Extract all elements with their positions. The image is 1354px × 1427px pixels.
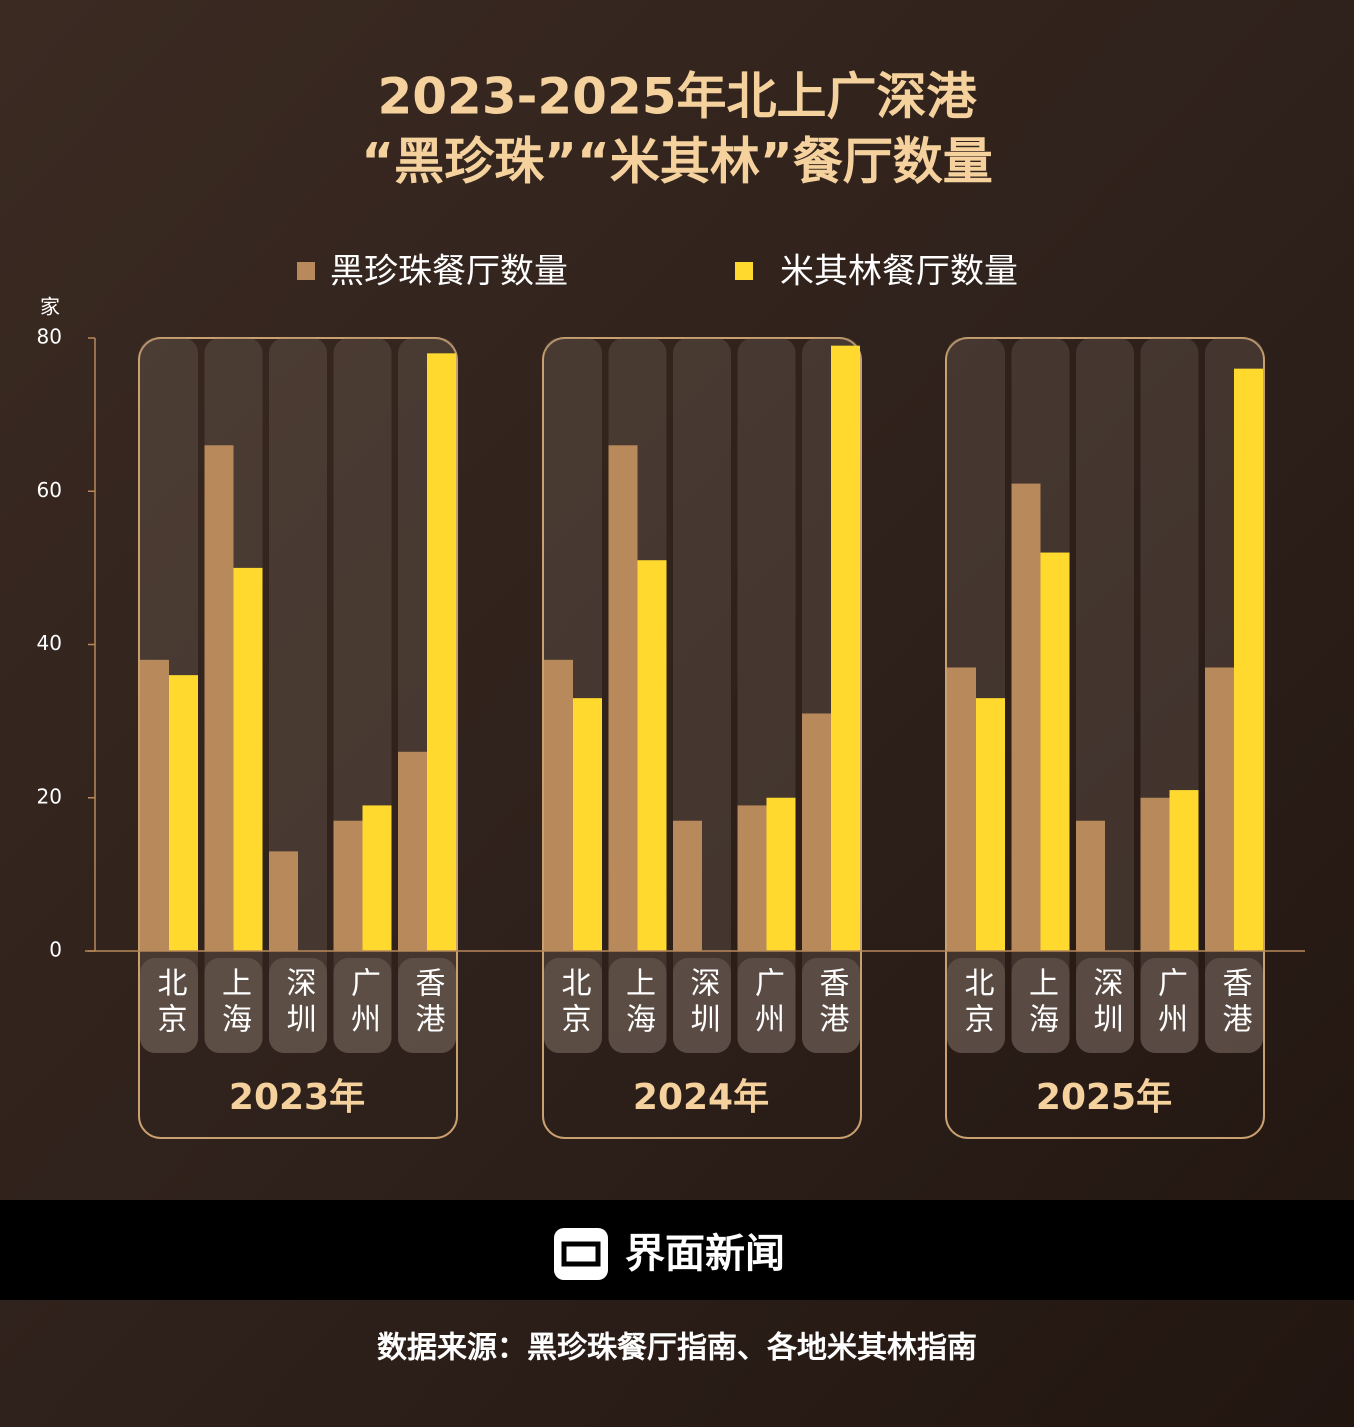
x-tick-label: 上海 xyxy=(620,967,655,1039)
category-label-bg xyxy=(1076,958,1134,1053)
bar xyxy=(1169,790,1199,951)
chart-subtitle: “黑珍珠”“米其林”餐厅数量 xyxy=(361,133,992,191)
legend-swatch xyxy=(735,262,753,280)
brand-logo-mark xyxy=(561,1241,601,1267)
category-label-bg xyxy=(608,958,667,1053)
legend-label: 米其林餐厅数量 xyxy=(780,252,1018,292)
bar xyxy=(544,659,573,951)
category-label-bg xyxy=(140,958,198,1053)
category-label-bg xyxy=(398,958,456,1053)
brand-logo xyxy=(554,1228,608,1280)
category-label-bg xyxy=(333,958,392,1053)
source-note: 数据来源：黑珍珠餐厅指南、各地米其林指南 xyxy=(377,1331,977,1366)
brand-name: 界面新闻 xyxy=(625,1231,785,1277)
y-tick-label: 0 xyxy=(49,938,62,962)
category-label-bg xyxy=(1011,958,1070,1053)
bar xyxy=(398,751,427,951)
x-tick-label: 广州 xyxy=(1152,967,1188,1039)
category-label-bg xyxy=(1140,958,1199,1053)
bar xyxy=(1140,797,1170,951)
category-label-bg xyxy=(947,958,1005,1053)
bar xyxy=(573,698,602,951)
group-frame xyxy=(138,337,458,1139)
legend-swatch xyxy=(297,262,315,280)
bar xyxy=(637,560,667,951)
bar xyxy=(766,797,796,951)
category-label-bg xyxy=(269,958,327,1053)
x-tick-label: 广州 xyxy=(749,967,785,1039)
group-label: 2024年 xyxy=(633,1077,769,1118)
chart-title: 2023-2025年北上广深港 xyxy=(377,68,977,126)
y-tick-label: 20 xyxy=(37,784,62,808)
x-tick-label: 香港 xyxy=(410,967,445,1039)
bar xyxy=(1040,552,1070,951)
bar xyxy=(1205,667,1234,951)
bar xyxy=(673,820,702,951)
bar xyxy=(333,820,363,951)
category-label-bg xyxy=(802,958,860,1053)
category-label-bg xyxy=(1205,958,1263,1053)
bar xyxy=(1076,820,1105,951)
y-tick-label: 40 xyxy=(37,631,62,655)
x-tick-label: 北京 xyxy=(959,967,994,1039)
footer-band xyxy=(0,1200,1354,1300)
bar xyxy=(140,659,169,951)
x-tick-label: 北京 xyxy=(152,967,187,1039)
bar xyxy=(802,713,831,951)
bar xyxy=(976,698,1005,951)
group-frame xyxy=(542,337,862,1139)
category-label-bg xyxy=(204,958,263,1053)
category-label-bg xyxy=(673,958,731,1053)
x-tick-label: 广州 xyxy=(345,967,381,1039)
x-tick-label: 深圳 xyxy=(1088,967,1123,1039)
x-tick-label: 香港 xyxy=(1217,967,1252,1039)
bar xyxy=(947,667,976,951)
legend-label: 黑珍珠餐厅数量 xyxy=(330,252,568,292)
x-tick-label: 北京 xyxy=(556,967,591,1039)
x-tick-label: 深圳 xyxy=(685,967,720,1039)
bar xyxy=(427,353,456,951)
category-label-bg xyxy=(737,958,796,1053)
x-tick-label: 上海 xyxy=(216,967,251,1039)
x-tick-label: 香港 xyxy=(814,967,849,1039)
y-tick-label: 60 xyxy=(37,478,62,502)
y-unit: 家 xyxy=(40,295,60,319)
bar xyxy=(831,345,860,952)
x-tick-label: 上海 xyxy=(1023,967,1058,1039)
bar xyxy=(608,445,638,951)
bar xyxy=(362,805,392,951)
bar xyxy=(269,851,298,951)
bar xyxy=(169,675,198,951)
category-label-bg xyxy=(544,958,602,1053)
y-tick-label: 80 xyxy=(37,325,62,349)
group-label: 2023年 xyxy=(229,1077,365,1118)
x-tick-label: 深圳 xyxy=(281,967,316,1039)
group-frame xyxy=(945,337,1265,1139)
bar xyxy=(737,805,767,951)
group-label: 2025年 xyxy=(1036,1077,1172,1118)
bar xyxy=(204,445,234,951)
bar xyxy=(233,567,263,951)
bar xyxy=(1011,483,1041,951)
bar xyxy=(1234,368,1263,951)
